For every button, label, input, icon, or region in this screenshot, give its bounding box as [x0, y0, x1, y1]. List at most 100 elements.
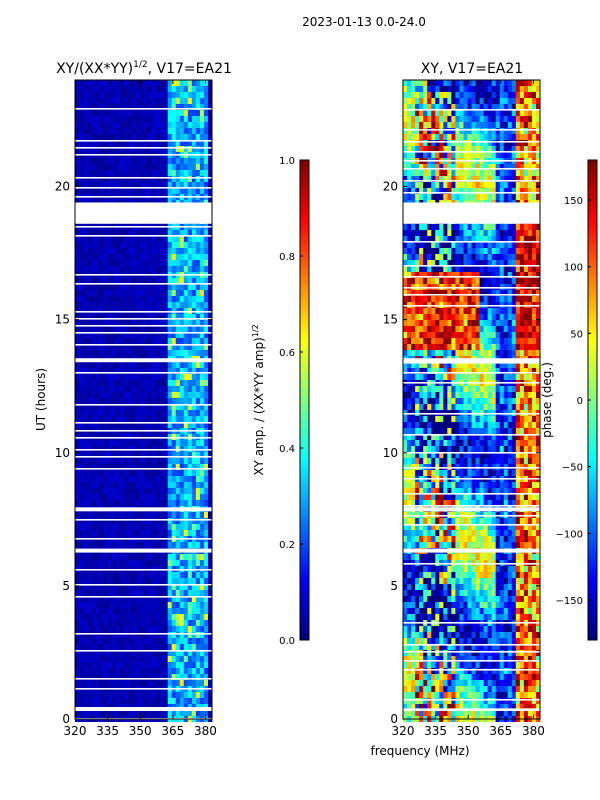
- heatmap-cell: [183, 350, 189, 356]
- heatmap-cell: [119, 260, 124, 266]
- heatmap-cell: [151, 302, 156, 308]
- heatmap-cell: [87, 668, 92, 674]
- heatmap-cell: [475, 188, 480, 194]
- heatmap-cell: [427, 278, 432, 284]
- heatmap-cell: [191, 626, 197, 632]
- heatmap-cell: [183, 656, 189, 662]
- heatmap-cell: [155, 500, 161, 506]
- heatmap-cell: [171, 614, 177, 620]
- heatmap-cell: [111, 572, 116, 578]
- heatmap-cell: [187, 572, 193, 578]
- heatmap-cell: [535, 224, 541, 230]
- heatmap-cell: [511, 230, 517, 236]
- heatmap-cell: [207, 674, 213, 680]
- heatmap-cell: [143, 560, 148, 566]
- heatmap-cell: [123, 374, 128, 380]
- heatmap-cell: [167, 710, 173, 716]
- heatmap-cell: [183, 158, 189, 164]
- heatmap-cell: [495, 260, 501, 266]
- heatmap-cell: [531, 236, 537, 242]
- heatmap-cell: [151, 266, 156, 272]
- heatmap-cell: [459, 86, 464, 92]
- heatmap-cell: [407, 248, 412, 254]
- heatmap-cell: [143, 626, 148, 632]
- heatmap-cell: [175, 554, 181, 560]
- heatmap-cell: [79, 182, 84, 188]
- heatmap-cell: [191, 170, 197, 176]
- heatmap-cell: [91, 80, 96, 86]
- heatmap-cell: [159, 86, 165, 92]
- heatmap-cell: [495, 242, 501, 248]
- heatmap-cell: [155, 164, 161, 170]
- heatmap-cell: [503, 176, 509, 182]
- heatmap-cell: [171, 266, 177, 272]
- heatmap-cell: [183, 560, 189, 566]
- heatmap-cell: [83, 488, 88, 494]
- heatmap-cell: [75, 110, 80, 116]
- heatmap-cell: [535, 104, 541, 110]
- heatmap-cell: [127, 416, 132, 422]
- heatmap-cell: [187, 608, 193, 614]
- heatmap-cell: [179, 230, 185, 236]
- heatmap-cell: [487, 80, 493, 86]
- heatmap-cell: [91, 650, 96, 656]
- heatmap-cell: [111, 656, 116, 662]
- heatmap-cell: [123, 188, 128, 194]
- heatmap-cell: [531, 164, 537, 170]
- heatmap-cell: [119, 296, 124, 302]
- heatmap-cell: [459, 278, 464, 284]
- heatmap-cell: [87, 440, 92, 446]
- heatmap-cell: [519, 260, 525, 266]
- heatmap-cell: [111, 620, 116, 626]
- heatmap-cell: [87, 260, 92, 266]
- heatmap-cell: [75, 134, 80, 140]
- heatmap-cell: [87, 140, 92, 146]
- heatmap-cell: [179, 650, 185, 656]
- heatmap-cell: [443, 254, 448, 260]
- heatmap-cell: [183, 104, 189, 110]
- heatmap-cell: [87, 122, 92, 128]
- heatmap-cell: [135, 494, 140, 500]
- heatmap-cell: [403, 80, 408, 86]
- heatmap-cell: [131, 380, 136, 386]
- heatmap-cell: [427, 194, 432, 200]
- heatmap-cell: [175, 158, 181, 164]
- heatmap-cell: [191, 338, 197, 344]
- heatmap-cell: [131, 644, 136, 650]
- heatmap-cell: [115, 518, 120, 524]
- heatmap-cell: [163, 326, 169, 332]
- heatmap-cell: [499, 92, 505, 98]
- heatmap-cell: [119, 290, 124, 296]
- heatmap-cell: [199, 650, 205, 656]
- heatmap-cell: [407, 170, 412, 176]
- heatmap-cell: [459, 230, 464, 236]
- heatmap-cell: [79, 662, 84, 668]
- heatmap-cell: [191, 602, 197, 608]
- heatmap-cell: [127, 122, 132, 128]
- heatmap-cell: [127, 656, 132, 662]
- heatmap-cell: [123, 410, 128, 416]
- heatmap-cell: [535, 182, 541, 188]
- heatmap-cell: [471, 290, 476, 296]
- heatmap-cell: [467, 134, 472, 140]
- heatmap-cell: [87, 482, 92, 488]
- heatmap-cell: [147, 422, 152, 428]
- heatmap-cell: [143, 596, 148, 602]
- heatmap-cell: [171, 464, 177, 470]
- heatmap-cell: [163, 92, 169, 98]
- heatmap-cell: [135, 158, 140, 164]
- heatmap-cell: [115, 542, 120, 548]
- heatmap-cell: [427, 98, 432, 104]
- heatmap-cell: [79, 680, 84, 686]
- heatmap-cell: [107, 362, 112, 368]
- heatmap-cell: [135, 92, 140, 98]
- heatmap-cell: [103, 668, 108, 674]
- heatmap-cell: [499, 296, 505, 302]
- heatmap-cell: [191, 512, 197, 518]
- heatmap-cell: [99, 350, 104, 356]
- heatmap-cell: [119, 470, 124, 476]
- heatmap-cell: [187, 476, 193, 482]
- heatmap-cell: [119, 134, 124, 140]
- heatmap-cell: [183, 644, 189, 650]
- heatmap-cell: [439, 224, 444, 230]
